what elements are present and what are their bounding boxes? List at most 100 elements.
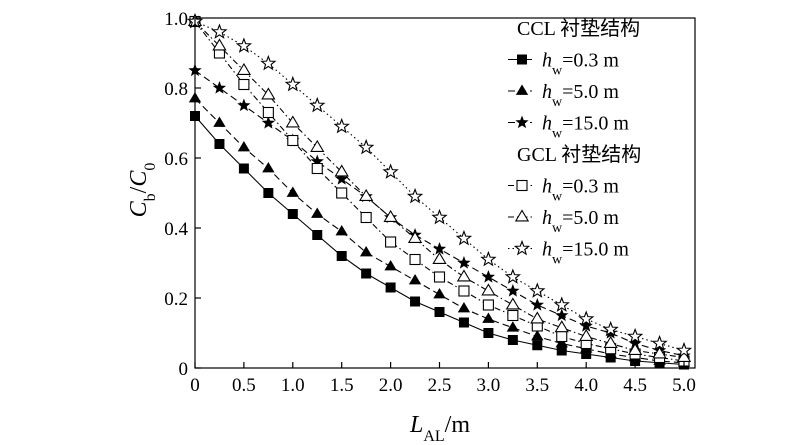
series-6-point [553,296,570,312]
series-5-point [505,297,520,310]
series-3-point [481,270,496,283]
series-1-point [238,163,249,174]
legend-item: hw=15.0 m [508,239,629,268]
series-5-point [652,346,667,359]
series-6-point [455,229,473,246]
x-tick-label: 0.5 [232,375,256,396]
series-1-point [483,328,494,338]
legend-label-value: =15.0 m [562,239,629,261]
legend-label-value: =5.0 m [562,81,619,103]
series-5-point [407,230,423,243]
series-1-point [581,349,592,359]
series-5-point [554,320,569,333]
series-6-point [333,117,350,134]
legend-marker [515,115,529,129]
series-2-point [262,162,275,173]
y-axis-label: Cb/C0 [126,163,159,218]
x-tick-label: 3.0 [477,375,501,396]
series-2-point [335,225,348,236]
series-3-point [432,242,447,255]
series-3-point [261,116,276,129]
series-3-point [555,308,569,322]
legend-marker [514,209,530,222]
series-3-point [335,172,349,185]
series-6-point [626,327,644,344]
series-5-point [579,328,594,341]
legend-item: hw=0.3 m [508,176,619,205]
x-axis-label-unit: /m [445,412,471,438]
series-2-line [194,98,685,364]
series-4-point [336,187,348,199]
legend-group-title: CCL 衬垫结构 [517,17,640,40]
series-6-point [675,341,693,358]
x-tick-label: 1.0 [281,375,305,396]
series-1-point [556,345,567,356]
legend-item: hw=5.0 m [508,207,619,236]
series-1-point [336,251,347,261]
y-axis-label-main: C [126,200,152,217]
series-5-point [676,349,692,362]
series-2-point [457,302,471,313]
series-6-point [211,23,228,39]
series-5-point [310,139,325,152]
series-4-point [507,309,519,322]
series-1-point [385,282,396,293]
series-6-point [431,208,448,225]
x-axis-label-sub: AL [423,428,444,445]
legend-label: hw=15.0 m [542,239,629,268]
y-tick-label: 0 [179,359,189,380]
legend-label-sub: w [552,95,563,110]
legend-label: hw=0.3 m [542,50,619,79]
series-5-point [432,251,447,264]
x-axis-label-main: L [409,412,423,438]
series-1-point [287,209,298,219]
series-6-point [504,268,522,284]
series-6-point [651,334,668,351]
legend-group-title: GCL 衬垫结构 [517,143,641,166]
series-3-point [237,98,251,112]
series-4-point [287,134,299,147]
legend-item: hw=0.3 m [508,50,619,79]
series-3-point [579,319,593,332]
series-4-point [433,271,446,283]
legend-item: hw=5.0 m [508,81,619,110]
series-2-point [555,337,568,348]
series-1-point [312,230,323,240]
legend-label: hw=5.0 m [542,207,619,236]
series-2-point [286,186,299,197]
series-3-point [310,154,324,168]
x-tick-label: 0 [190,375,200,396]
legend-label-value: =0.3 m [562,176,619,198]
series-2-point [213,116,226,127]
x-axis-label: LAL/m [409,412,470,445]
legend-label: hw=0.3 m [542,176,619,205]
y-tick-label: 1.0 [164,9,188,30]
series-3-point [212,81,227,94]
series-6-point [309,96,326,113]
legend-label-value: =5.0 m [562,207,619,229]
series-5-point [285,115,300,128]
series-4-point [482,299,494,311]
series-4-point [360,211,372,224]
legend-label-sub: w [552,221,563,236]
legend-item: hw=15.0 m [508,113,629,141]
legend-label-value: =0.3 m [562,50,619,72]
y-tick-label: 0.2 [164,289,188,310]
legend-marker [517,54,527,65]
x-tick-label: 3.5 [525,375,549,396]
series-4-point [262,106,274,119]
series-2-point [433,288,446,299]
y-axis-label-sub1: b [142,193,159,201]
legend-marker [516,179,528,192]
series-1-point [532,340,543,351]
series-5-point [212,38,227,51]
series-2-point [237,141,251,152]
series-2-point [311,207,324,218]
series-6-point [480,250,497,267]
series-6-point [260,54,277,71]
axes: 0 0.5 1.0 1.5 2.0 2.5 3.0 3.5 4.0 4.5 5.0 0 0.2 0.4 0.… [164,9,696,396]
legend-label-h: h [542,176,552,198]
series-6-point [578,310,595,326]
series-5-point [530,311,545,324]
